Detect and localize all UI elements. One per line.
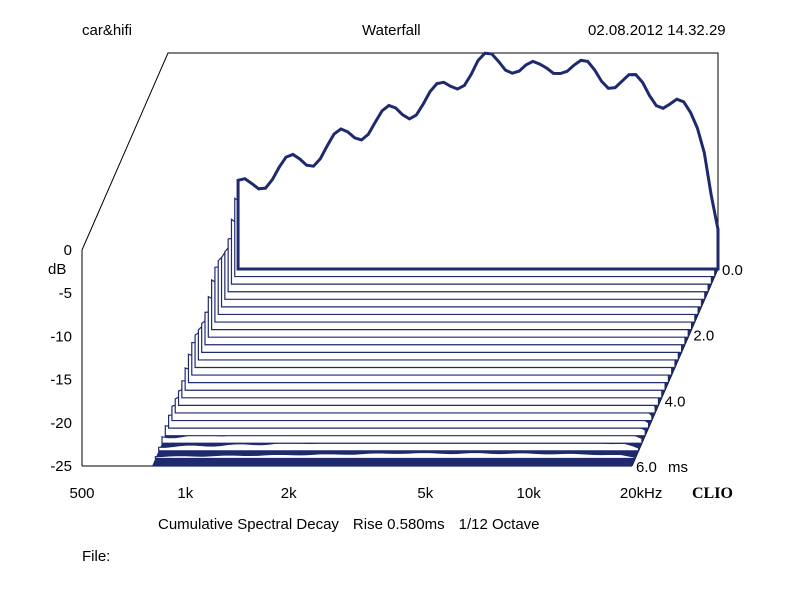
y-tick-label: -20 bbox=[50, 415, 72, 432]
z-axis-unit: ms bbox=[668, 459, 688, 476]
header-timestamp: 02.08.2012 14.32.29 bbox=[588, 22, 726, 39]
y-tick-label: 0 bbox=[64, 242, 72, 259]
decay-surface bbox=[152, 51, 720, 467]
x-tick-label: 5k bbox=[417, 485, 433, 502]
z-tick-label: 6.0 bbox=[636, 459, 657, 476]
z-tick-label: 4.0 bbox=[665, 393, 686, 410]
chart-title: Waterfall bbox=[362, 22, 421, 39]
y-tick-label: -25 bbox=[50, 458, 72, 475]
decay-slice bbox=[236, 51, 720, 271]
x-axis-unit: Hz bbox=[644, 485, 662, 502]
clio-logo-text: CLIO bbox=[692, 485, 733, 502]
analysis-type: Cumulative Spectral Decay bbox=[158, 516, 339, 533]
z-tick-label: 2.0 bbox=[693, 328, 714, 345]
header-left-label: car&hifi bbox=[82, 22, 133, 39]
y-axis-unit: dB bbox=[48, 261, 66, 278]
y-tick-label: -15 bbox=[50, 372, 72, 389]
back-frame-outline bbox=[81, 52, 719, 269]
x-tick-label: 500 bbox=[69, 485, 94, 502]
x-tick-label: 2k bbox=[281, 485, 297, 502]
rise-time: Rise 0.580ms bbox=[352, 516, 445, 533]
y-tick-label: -10 bbox=[50, 328, 72, 345]
z-axis: 0.0 2.0 4.0 6.0 ms bbox=[636, 262, 743, 476]
file-label: File: bbox=[82, 548, 111, 565]
decay-slice bbox=[154, 451, 636, 460]
y-tick-label: -5 bbox=[59, 285, 72, 302]
y-axis: 0 -5 -10 -15 -20 -25 dB bbox=[48, 242, 72, 475]
x-axis: 500 1k 2k 5k 10k 20k Hz bbox=[69, 485, 662, 502]
z-tick-label: 0.0 bbox=[722, 262, 743, 279]
x-tick-label: 1k bbox=[177, 485, 193, 502]
smoothing: 1/12 Octave bbox=[458, 516, 540, 533]
x-tick-label: 20k bbox=[620, 485, 645, 502]
footer-info: Cumulative Spectral Decay Rise 0.580ms 1/1… bbox=[158, 516, 554, 533]
x-tick-label: 10k bbox=[517, 485, 542, 502]
